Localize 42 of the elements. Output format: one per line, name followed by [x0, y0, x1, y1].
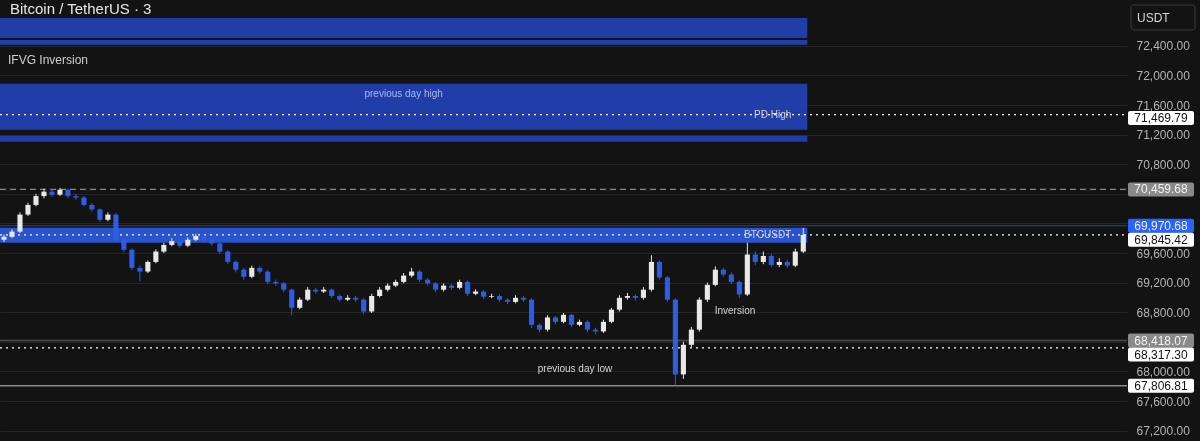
ref-line-label: 69,970.68	[1134, 218, 1189, 233]
text: IFVG Inversion	[8, 53, 89, 67]
y-tick-label: 67,600.00	[1136, 394, 1191, 409]
candlestick	[1, 234, 7, 243]
y-tick-label: 69,600.00	[1136, 246, 1191, 261]
annotation: PD High	[754, 108, 792, 120]
annotation: BTCUSDT	[744, 228, 792, 240]
y-tick-label: 72,000.00	[1136, 68, 1191, 83]
candlestick	[792, 248, 798, 268]
candlestick	[369, 293, 375, 314]
ref-line-label: 67,806.81	[1134, 378, 1189, 393]
y-tick-label: 71,600.00	[1136, 98, 1191, 113]
candlestick	[800, 227, 806, 254]
candlestick	[712, 265, 718, 287]
candlestick	[137, 265, 143, 282]
y-tick-label: 70,800.00	[1136, 157, 1191, 172]
chart-title: Bitcoin / TetherUS · 3	[10, 0, 152, 17]
annotation: previous day low	[537, 363, 614, 374]
ref-line-label: 70,459.68	[1134, 182, 1189, 197]
y-tick-label: 68,000.00	[1136, 364, 1191, 379]
candlestick	[688, 326, 694, 348]
candlestick	[664, 275, 670, 303]
y-tick-label: 69,200.00	[1136, 276, 1191, 291]
band-label: previous day high	[364, 87, 443, 99]
y-tick-label: 67,200.00	[1136, 424, 1191, 439]
ref-line-label: 69,845.42	[1134, 232, 1189, 247]
candlestick	[49, 188, 55, 198]
y-axis-title: USDT	[1137, 10, 1171, 25]
y-tick-label: 71,200.00	[1136, 128, 1191, 143]
candlestick	[129, 248, 135, 271]
candlestick	[41, 188, 47, 199]
y-tick-label: 68,800.00	[1136, 305, 1191, 320]
ref-line-label: 68,317.30	[1134, 347, 1189, 362]
candlestick	[73, 193, 79, 201]
ref-line-label: 68,418.07	[1134, 333, 1189, 348]
y-tick-label: 72,400.00	[1136, 39, 1191, 54]
ref-line-label: 71,469.79	[1134, 111, 1189, 126]
candlestick	[704, 282, 710, 303]
annotation: Inversion	[714, 305, 756, 316]
candlestick	[289, 288, 295, 316]
candlestick	[656, 259, 662, 281]
candlestick	[17, 211, 23, 234]
